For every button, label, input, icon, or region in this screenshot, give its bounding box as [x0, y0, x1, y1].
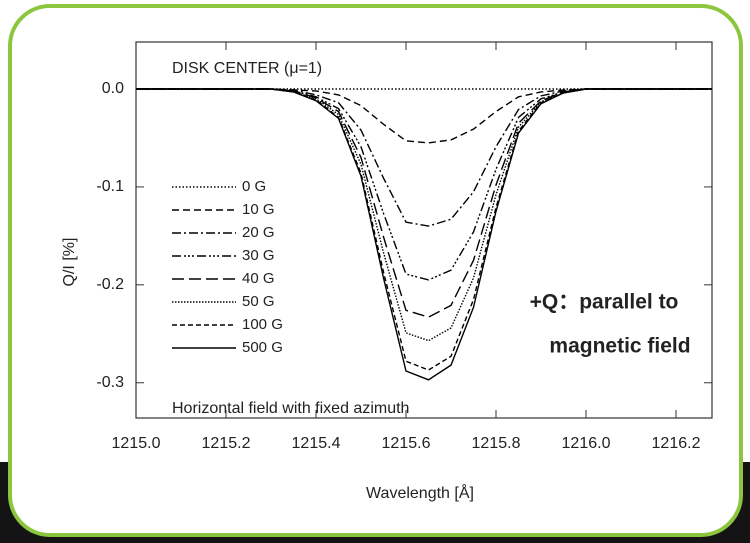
- x-tick-label: 1215.8: [472, 435, 521, 452]
- legend-label: 50 G: [242, 293, 275, 310]
- y-tick-label: -0.3: [96, 374, 124, 391]
- annotation: +Q：parallel to: [530, 291, 679, 314]
- series-line: [136, 88, 712, 227]
- x-tick-label: 1215.2: [202, 435, 251, 452]
- frame-box: [8, 4, 743, 537]
- legend-label: 30 G: [242, 247, 275, 264]
- x-tick-label: 1215.4: [292, 435, 341, 452]
- y-tick-label: 0.0: [102, 80, 124, 97]
- x-tick-label: 1215.6: [382, 435, 431, 452]
- x-axis-label: Wavelength [Å]: [366, 483, 474, 502]
- legend-label: 10 G: [242, 201, 275, 218]
- series-line: [136, 88, 712, 144]
- y-axis-label: Q/I [%]: [61, 238, 78, 287]
- series-line: [136, 88, 712, 381]
- legend-label: 40 G: [242, 270, 275, 287]
- x-tick-label: 1216.0: [562, 435, 611, 452]
- legend-label: 20 G: [242, 224, 275, 241]
- annotation: magnetic field: [549, 335, 690, 358]
- plot-frame: [135, 41, 713, 419]
- chart-title: DISK CENTER (μ=1): [172, 60, 322, 77]
- series-line: [136, 88, 712, 281]
- legend-label: 0 G: [242, 178, 266, 195]
- legend-label: 500 G: [242, 339, 283, 356]
- subtitle: Horizontal field with fixed azimuth: [172, 400, 409, 417]
- series-line: [136, 88, 712, 318]
- x-tick-label: 1216.2: [652, 435, 701, 452]
- y-tick-label: -0.1: [96, 178, 124, 195]
- y-tick-label: -0.2: [96, 276, 124, 293]
- x-tick-label: 1215.0: [112, 435, 161, 452]
- legend-label: 100 G: [242, 316, 283, 333]
